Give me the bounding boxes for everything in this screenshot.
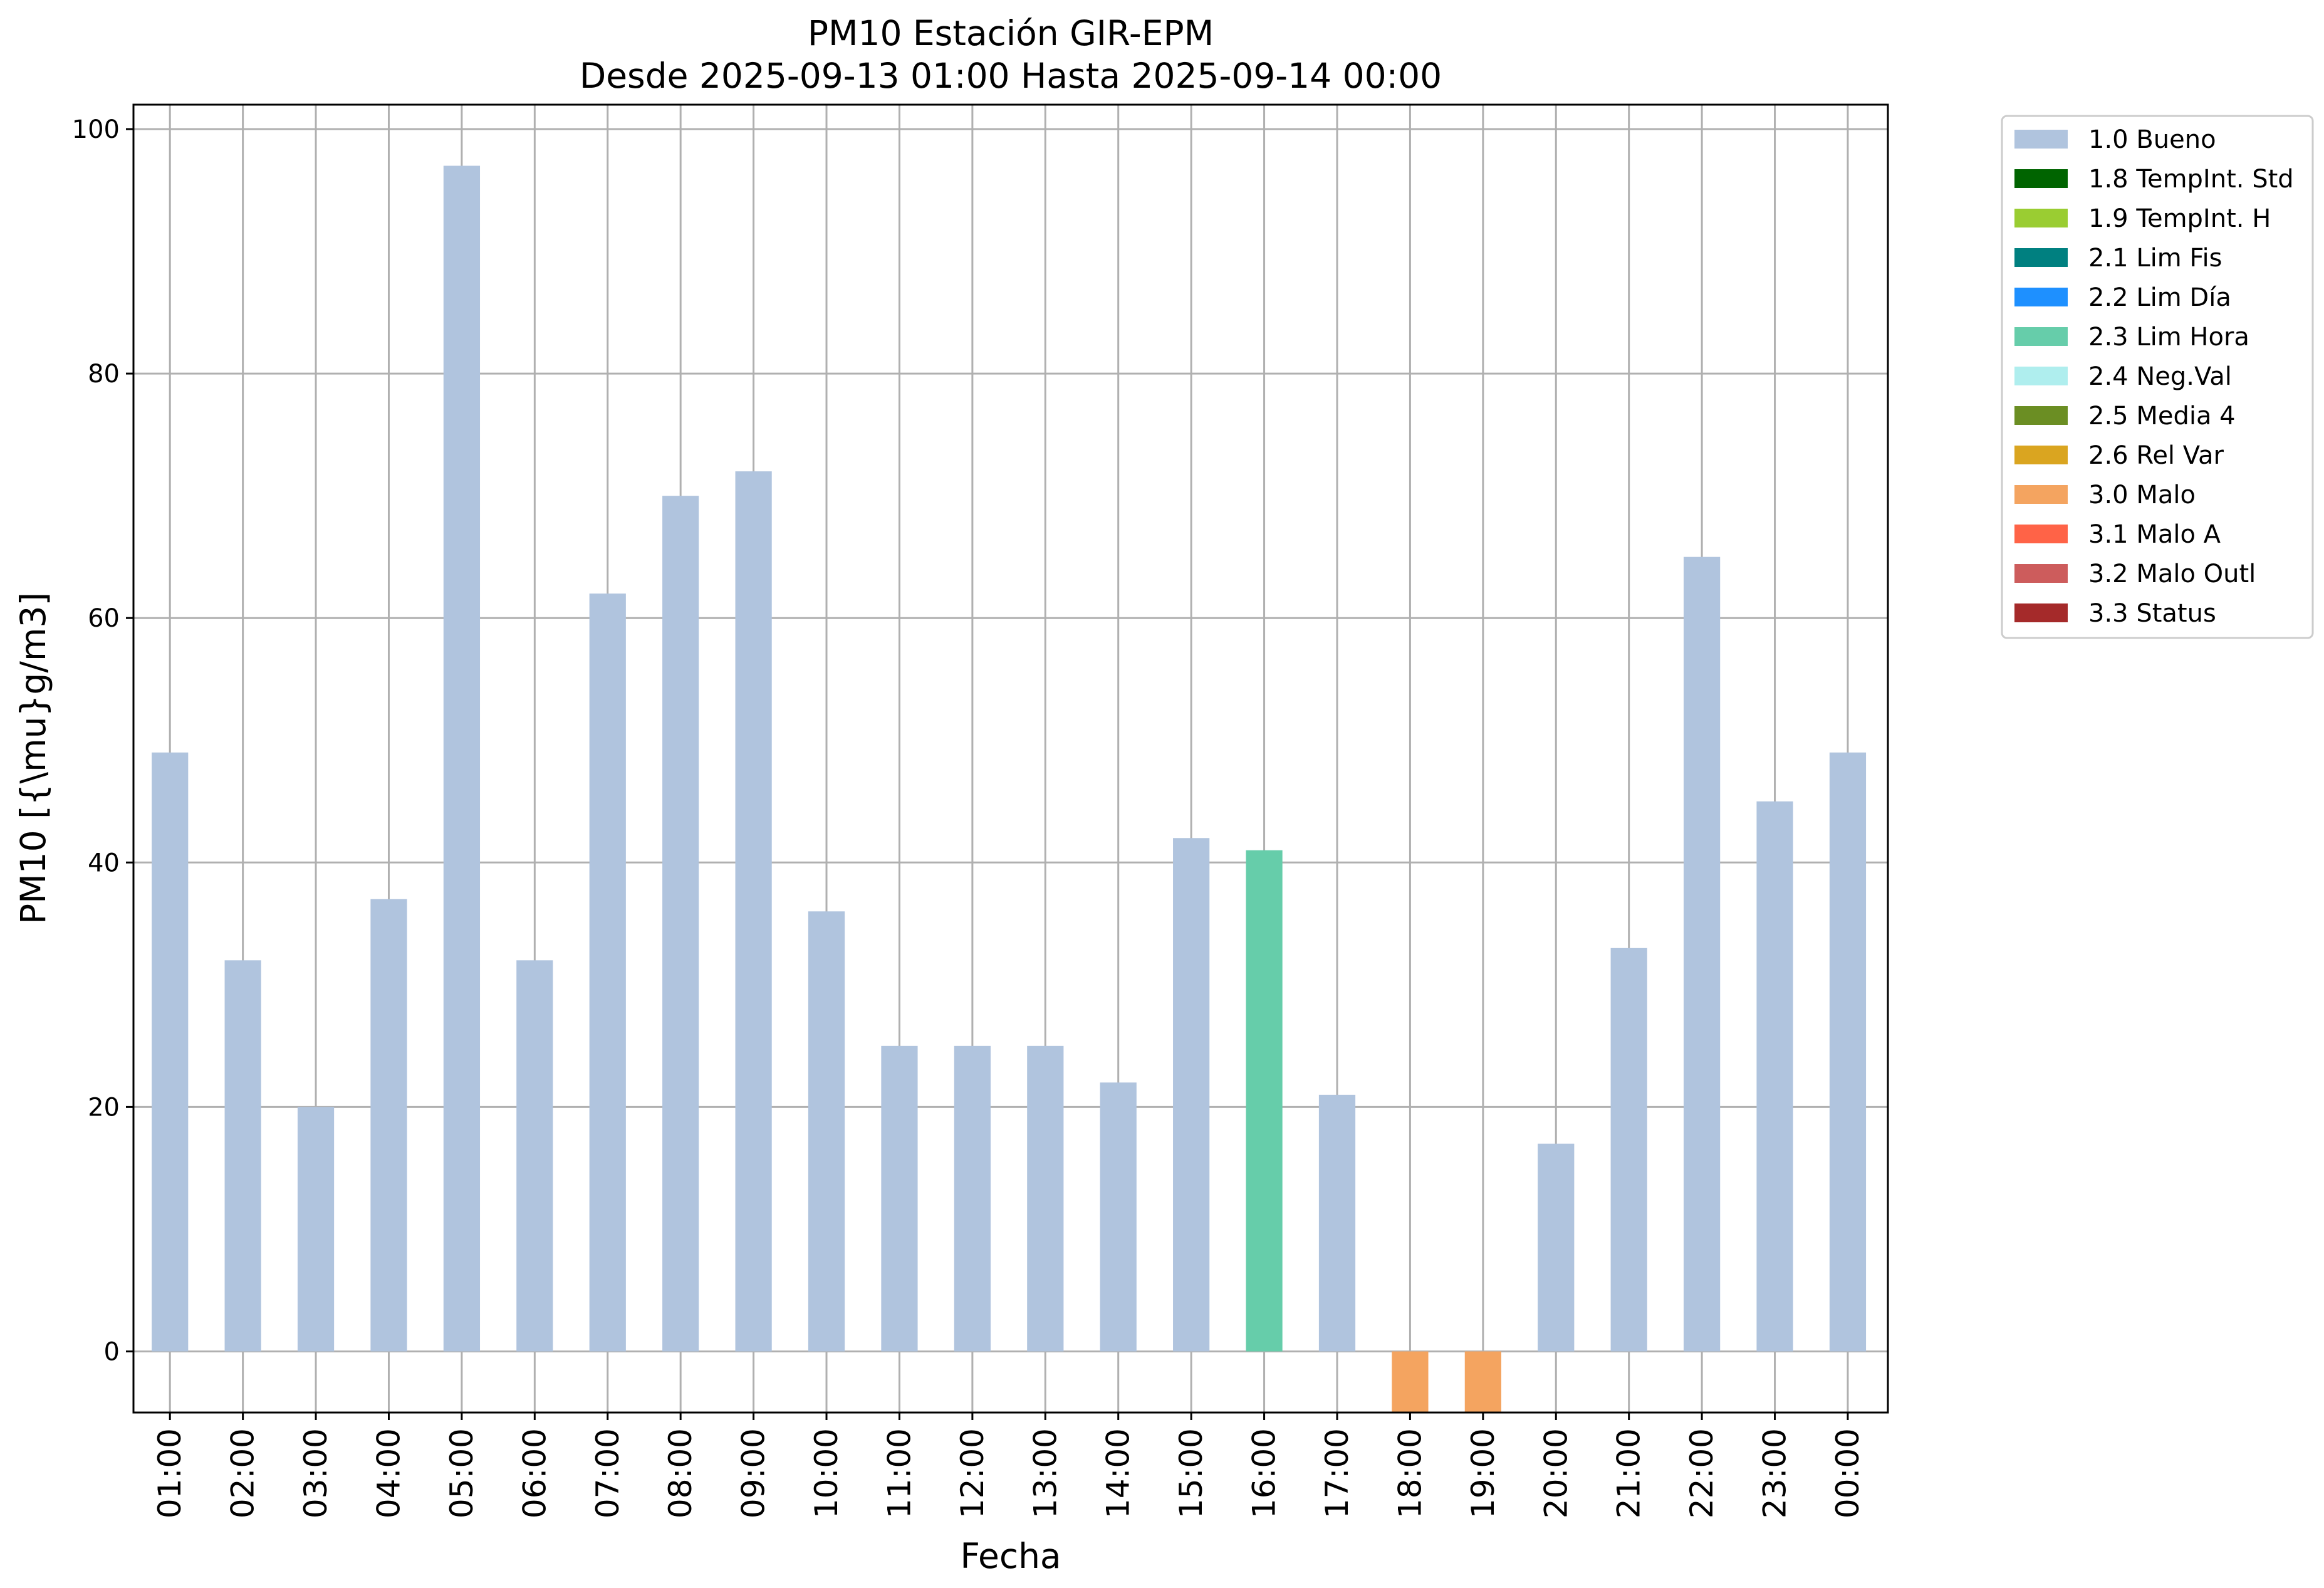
legend: 1.0 Bueno 1.8 TempInt. Std 1.9 TempInt. H 2… [2001,115,2314,639]
x-tick-label: 08:00 [662,1428,699,1518]
bar-1900 [1464,1351,1501,1413]
legend-swatch [2014,248,2068,267]
legend-swatch [2014,209,2068,227]
y-tick-label: 20 [88,1093,120,1122]
legend-swatch [2014,525,2068,543]
x-tick-label: 05:00 [444,1428,480,1518]
x-tick-label: 13:00 [1027,1428,1063,1518]
y-tick-label: 0 [104,1337,120,1366]
bar-0100 [152,752,189,1352]
x-tick-label: 02:00 [225,1428,261,1518]
bar-0300 [297,1107,335,1352]
bar-1700 [1318,1094,1356,1352]
legend-label: 2.4 Neg.Val [2088,362,2232,391]
y-tick-label: 100 [72,115,120,144]
bar-0400 [370,899,407,1352]
x-tick-label: 22:00 [1684,1428,1720,1518]
ticks: 0 20 40 60 80 100 01:00 02:00 03:00 04:00 05:00 06:… [72,115,1866,1518]
bar-0800 [662,496,699,1352]
legend-label: 3.3 Status [2088,599,2216,628]
plot-frame [132,103,1889,1414]
legend-label: 2.5 Media 4 [2088,402,2236,431]
bar-1800 [1392,1351,1429,1413]
legend-label: 2.2 Lim Día [2088,283,2231,312]
y-tick-label: 40 [88,849,120,877]
x-tick-label: 09:00 [736,1428,772,1518]
y-axis-label: PM10 [{\mu}g/m3] [13,592,53,924]
bar-2100 [1610,948,1647,1352]
bar-0600 [516,960,553,1352]
y-tick-label: 80 [88,360,120,389]
bars [152,165,1867,1413]
bar-2000 [1538,1143,1575,1352]
legend-label: 2.3 Lim Hora [2088,323,2249,352]
x-tick-label: 00:00 [1830,1428,1866,1518]
chart-title: PM10 Estación GIR-EPM [808,13,1214,53]
legend-label: 1.8 TempInt. Std [2088,165,2294,194]
bar-1100 [881,1045,918,1352]
x-tick-label: 04:00 [370,1428,407,1518]
legend-swatch [2014,327,2068,346]
bar-0700 [589,593,626,1352]
x-tick-label: 15:00 [1173,1428,1209,1518]
y-tick-label: 60 [88,604,120,633]
legend-label: 1.9 TempInt. H [2088,204,2271,233]
legend-label: 3.1 Malo A [2088,520,2221,549]
x-tick-label: 03:00 [298,1428,334,1518]
x-tick-label: 06:00 [516,1428,553,1518]
x-axis-label: Fecha [960,1536,1061,1576]
legend-swatch [2014,406,2068,425]
legend-swatch [2014,367,2068,385]
bar-1400 [1100,1082,1137,1352]
x-tick-label: 18:00 [1392,1428,1428,1518]
bar-0200 [224,960,261,1352]
x-tick-label: 17:00 [1319,1428,1355,1518]
bar-1600 [1246,850,1283,1352]
legend-swatch [2014,485,2068,504]
x-tick-label: 14:00 [1100,1428,1137,1518]
x-tick-label: 16:00 [1246,1428,1283,1518]
x-tick-label: 19:00 [1465,1428,1501,1518]
legend-swatch [2014,564,2068,583]
legend-swatch [2014,288,2068,306]
bar-0500 [443,165,481,1352]
x-tick-label: 01:00 [152,1428,188,1518]
legend-frame [2001,115,2314,639]
bar-2200 [1684,556,1721,1352]
legend-swatch [2014,446,2068,464]
legend-label: 2.1 Lim Fis [2088,244,2222,273]
legend-label: 1.0 Bueno [2088,125,2216,154]
legend-label: 2.6 Rel Var [2088,441,2224,470]
bar-1300 [1027,1045,1064,1352]
bar-2300 [1756,801,1793,1352]
bar-1000 [808,911,845,1352]
x-tick-label: 12:00 [954,1428,991,1518]
x-tick-label: 21:00 [1611,1428,1647,1518]
legend-swatch [2014,169,2068,188]
bar-1500 [1173,838,1210,1352]
legend-swatch [2014,130,2068,149]
bar-1200 [954,1045,991,1352]
x-tick-label: 11:00 [881,1428,917,1518]
legend-label: 3.0 Malo [2088,481,2196,509]
bar-0000 [1829,752,1867,1352]
x-tick-label: 20:00 [1538,1428,1574,1518]
chart-subtitle: Desde 2025-09-13 01:00 Hasta 2025-09-14 … [580,56,1442,96]
bar-0900 [735,471,772,1352]
x-tick-label: 23:00 [1757,1428,1793,1518]
x-tick-label: 10:00 [808,1428,845,1518]
legend-label: 3.2 Malo Outl [2088,560,2256,588]
legend-swatch [2014,603,2068,622]
x-tick-label: 07:00 [590,1428,626,1518]
